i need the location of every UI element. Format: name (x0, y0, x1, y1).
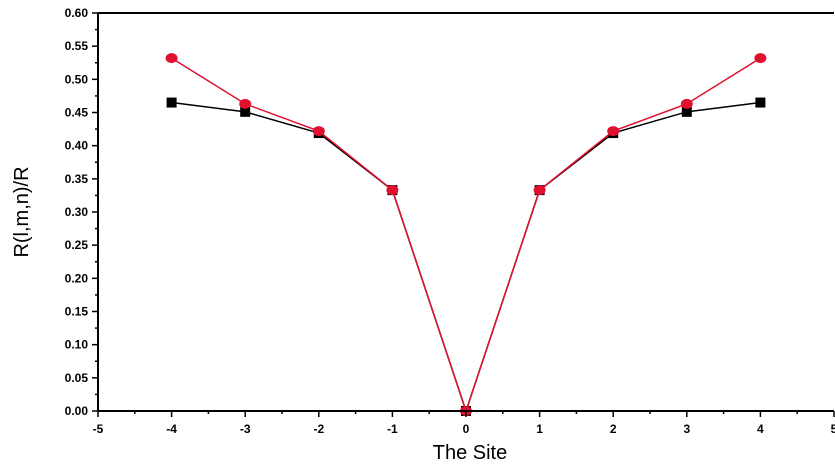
y-tick-label: 0.55 (65, 39, 89, 53)
y-axis-title: R(l,m,n)/R (11, 166, 33, 257)
x-tick-label: 3 (683, 422, 690, 436)
x-tick-label: -2 (313, 422, 324, 436)
x-tick-label: 5 (831, 422, 835, 436)
x-tick-label: 1 (536, 422, 543, 436)
y-tick-label: 0.50 (65, 72, 89, 86)
y-tick-label: 0.15 (65, 305, 89, 319)
y-tick-label: 0.20 (65, 271, 89, 285)
series-1-point (166, 97, 177, 108)
y-tick-label: 0.10 (65, 338, 89, 352)
y-axis-ticks: 0.00 0.05 0.10 0.15 0.20 0.25 0.30 0.35 0.40 0.45… (65, 6, 98, 418)
series-1-point (240, 106, 251, 117)
y-tick-label: 0.05 (65, 371, 89, 385)
plot-area (165, 53, 767, 416)
x-tick-label: 4 (757, 422, 764, 436)
y-tick-label: 0.45 (65, 106, 89, 120)
series-1-line (171, 101, 761, 414)
x-axis-ticks: -5 -4 -3 -2 -1 0 1 2 3 4 5 (93, 411, 835, 436)
x-tick-label: 0 (463, 422, 470, 436)
x-tick-label: -1 (387, 422, 398, 436)
series-2-point (386, 185, 399, 196)
series-2-point (239, 98, 252, 109)
series-1-point (681, 106, 692, 117)
y-tick-label: 0.00 (65, 404, 89, 418)
series-2-point (165, 53, 178, 64)
series-1-point (755, 97, 766, 108)
x-tick-label: -5 (93, 422, 104, 436)
y-tick-label: 0.25 (65, 238, 89, 252)
y-tick-label: 0.40 (65, 139, 89, 153)
series-2-point (754, 53, 767, 64)
y-tick-label: 0.60 (65, 6, 89, 20)
series-2-point (680, 98, 693, 109)
y-tick-label: 0.35 (65, 172, 89, 186)
series-2-line (171, 57, 761, 414)
x-tick-label: -3 (240, 422, 251, 436)
series-2-point (607, 126, 620, 137)
series-2-point (312, 126, 325, 137)
series-2-point (533, 185, 546, 196)
y-tick-label: 0.30 (65, 205, 89, 219)
x-axis-title: The Site (433, 442, 507, 464)
x-tick-label: -4 (166, 422, 177, 436)
x-tick-label: 2 (610, 422, 617, 436)
